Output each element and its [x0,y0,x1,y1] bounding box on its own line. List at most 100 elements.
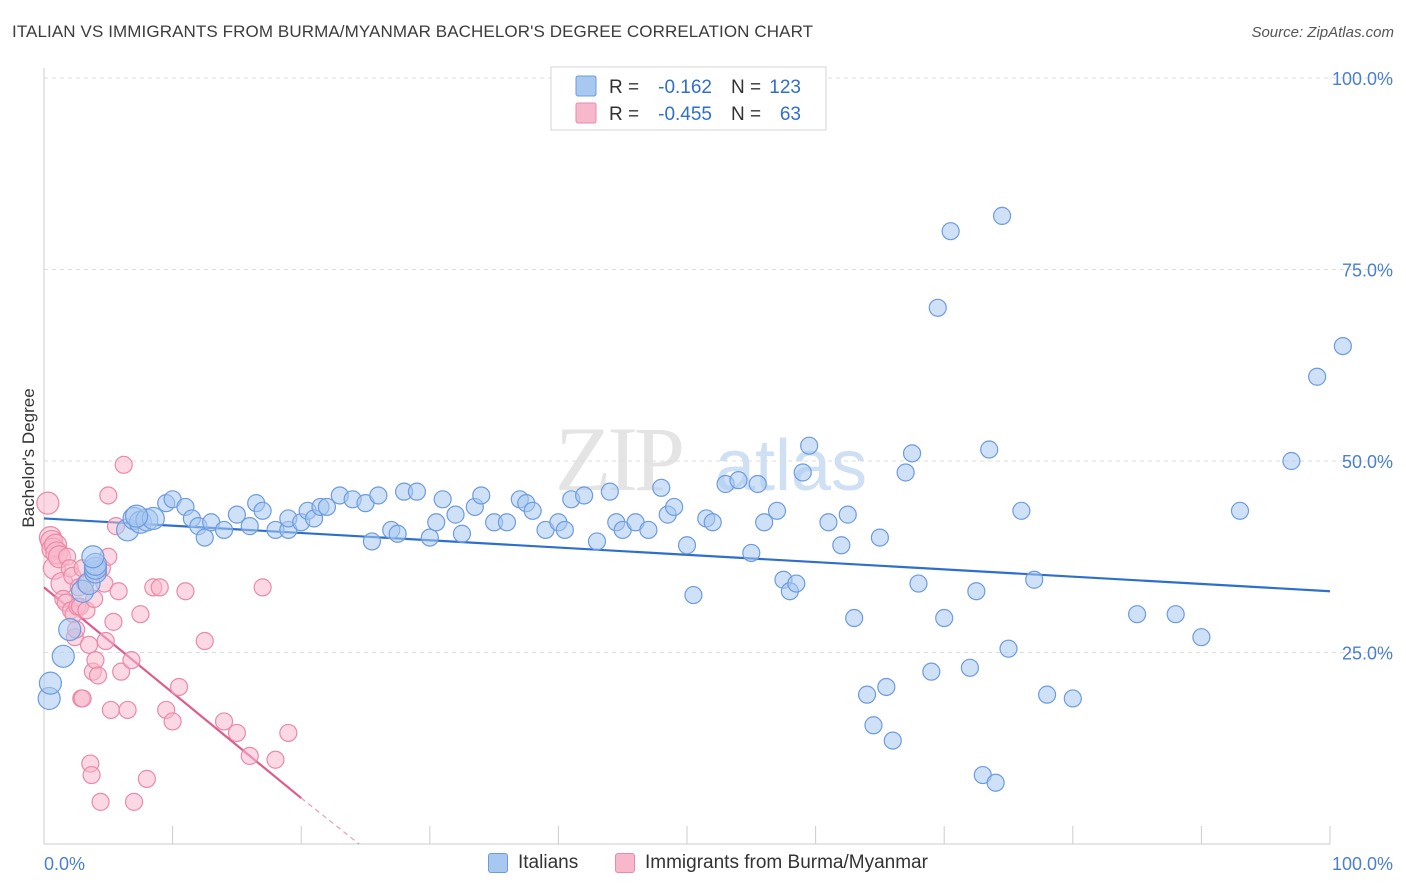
legend-bottom: Italians Immigrants from Burma/Myanmar [0,850,1406,880]
scatter-point-italians [1333,337,1352,356]
tick-labels: 25.0% 50.0% 75.0% 100.0% 0.0% 100.0% [44,69,1393,874]
axes [43,68,1331,845]
legend-r-label-2: R = [609,104,639,125]
scatter-point-italians [909,574,928,593]
scatter-point-italians [960,658,980,677]
scatter-point-italians [980,440,999,459]
scatter-point-italians [195,528,214,547]
scatter-point-italians [1230,501,1250,520]
scatter-point-burma [214,712,234,731]
scatter-point-italians [928,298,947,317]
scatter-point-italians [407,482,427,501]
trend-line-italians [43,517,1331,593]
legend-swatch-italians [575,75,597,97]
scatter-point-italians [857,685,877,704]
source-label: Source: ZipAtlas.com [1251,24,1394,41]
scatter-point-italians [986,773,1005,792]
scatter-point-italians [941,222,960,241]
legend-item-burma: Immigrants from Burma/Myanmar [615,852,928,874]
x-tick-label-max: 100.0% [1332,854,1393,874]
scatter-point-italians [845,608,864,628]
scatter-point-italians [369,486,388,505]
scatter-point-italians [819,513,838,532]
scatter-point-italians [388,524,407,543]
legend-n-value-1: 123 [769,77,801,98]
legend-swatch-burma [575,102,597,124]
scatter-point-italians [922,662,941,681]
scatter-point-italians [787,574,806,593]
scatter-point-italians [665,497,684,517]
scatter-point-burma [73,689,92,708]
scatter-point-italians [896,463,915,482]
scatter-point-italians [420,528,439,547]
scatter-point-italians [58,617,82,642]
scatter-point-italians [1166,605,1185,624]
scatter-point-italians [703,513,722,532]
scatter-point-italians [832,536,851,555]
scatter-point-italians [742,543,761,563]
scatter-point-burma [96,631,115,651]
scatter-point-burma [227,723,246,743]
scatter-point-burma [104,612,123,631]
scatter-point-burma [114,455,133,474]
scatter-point-italians [992,206,1012,225]
scatter-point-burma [124,792,144,811]
scatter-point-italians [755,513,774,532]
scatter-point-italians [684,585,703,605]
scatter-point-italians [935,608,954,628]
scatter-point-burma [137,769,156,788]
scatter-point-burma [122,651,141,670]
scatter-point-burma [112,662,131,681]
scatter-point-burma [176,582,195,601]
scatter-point-italians [214,520,234,540]
scatter-point-italians [38,671,63,695]
scatter-point-italians [472,486,491,505]
scatter-point-italians [883,731,902,750]
scatter-point-italians [967,582,986,601]
scatter-point-italians [452,524,472,543]
scatter-point-italians [587,532,607,551]
scatter-point-burma [253,578,272,597]
scatter-point-italians [1308,367,1327,386]
scatter-point-italians [793,463,812,482]
scatter-point-burma [91,792,110,811]
series-italians-points [37,206,1352,792]
scatter-point-italians [1192,628,1211,647]
scatter-point-italians [227,505,246,524]
scatter-point-burma [163,712,182,731]
scatter-point-italians [677,536,697,555]
watermark-atlas: atlas [715,426,867,506]
scatter-point-burma [82,765,101,785]
legend-label-italians: Italians [518,852,579,873]
legend-item-italians: Italians [488,852,578,874]
scatter-point-burma [79,635,99,654]
scatter-point-italians [838,505,857,524]
scatter-point-italians [253,501,272,520]
scatter-point-italians [999,639,1018,658]
scatter-point-italians [240,517,259,536]
legend-n-label-2: N = [731,104,761,125]
series-burma-points [36,455,298,811]
scatter-point-burma [88,666,108,685]
scatter-point-italians [575,486,594,505]
scatter-point-burma [150,578,169,597]
scatter-point-italians [124,504,149,528]
scatter-point-italians [523,501,542,520]
scatter-point-burma [109,582,128,601]
scatter-point-italians [639,520,658,540]
scatter-point-italians [864,716,883,735]
legend-n-label-1: N = [731,77,761,98]
legend-label-burma: Immigrants from Burma/Myanmar [645,852,928,873]
legend-r-value-1: -0.162 [658,77,712,98]
scatter-point-italians [748,474,767,494]
chart-title: ITALIAN VS IMMIGRANTS FROM BURMA/MYANMAR… [12,22,814,41]
scatter-point-italians [600,482,619,501]
trend-line-burma-extension [300,797,360,845]
scatter-point-burma [195,631,214,651]
scatter-point-italians [317,497,337,517]
scatter-point-italians [1063,689,1082,708]
trend-lines [43,517,1331,845]
legend-top: R = -0.162 N = 123 R = -0.455 N = 63 [550,66,827,131]
scatter-point-burma [279,723,298,743]
